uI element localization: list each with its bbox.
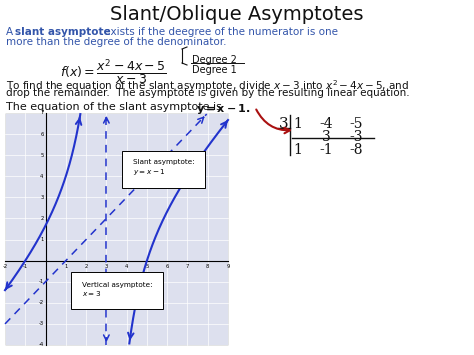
Text: 1: 1 bbox=[293, 143, 302, 157]
Text: Slant asymptote:
$y = x - 1$: Slant asymptote: $y = x - 1$ bbox=[133, 159, 194, 177]
Text: -4: -4 bbox=[38, 343, 44, 348]
Text: 6: 6 bbox=[40, 132, 44, 137]
Text: 3: 3 bbox=[40, 195, 44, 200]
Text: -1: -1 bbox=[38, 279, 44, 284]
Text: $\mathbf{y=x-1.}$: $\mathbf{y=x-1.}$ bbox=[196, 102, 251, 116]
Text: -1: -1 bbox=[23, 264, 28, 269]
Text: drop the remainder.  The asymptote is given by the resulting linear equation.: drop the remainder. The asymptote is giv… bbox=[6, 88, 410, 98]
Text: -3: -3 bbox=[38, 321, 44, 326]
Text: Degree 2: Degree 2 bbox=[192, 55, 237, 65]
Text: To find the equation of the slant asymptote, divide $x-3$ into $x^2-4x-5$, and: To find the equation of the slant asympt… bbox=[6, 78, 409, 94]
Text: 5: 5 bbox=[40, 153, 44, 158]
Text: more than the degree of the denominator.: more than the degree of the denominator. bbox=[6, 37, 227, 47]
Text: Vertical asymptote:
$x = 3$: Vertical asymptote: $x = 3$ bbox=[82, 282, 153, 298]
Text: -2: -2 bbox=[38, 300, 44, 305]
Text: Slant/Oblique Asymptotes: Slant/Oblique Asymptotes bbox=[110, 5, 364, 24]
Text: Degree 1: Degree 1 bbox=[192, 65, 237, 75]
Text: -4: -4 bbox=[319, 117, 333, 131]
Text: exists if the deegree of the numerator is one: exists if the deegree of the numerator i… bbox=[101, 27, 338, 37]
Text: 3: 3 bbox=[105, 264, 108, 269]
Text: 8: 8 bbox=[206, 264, 210, 269]
Text: 1: 1 bbox=[64, 264, 67, 269]
Text: 7: 7 bbox=[186, 264, 189, 269]
Text: -1: -1 bbox=[319, 143, 333, 157]
Text: 1: 1 bbox=[40, 237, 44, 242]
Text: 4: 4 bbox=[40, 174, 44, 179]
Text: 4: 4 bbox=[125, 264, 128, 269]
Text: 6: 6 bbox=[165, 264, 169, 269]
Text: 3: 3 bbox=[322, 130, 330, 144]
Text: A: A bbox=[6, 27, 17, 37]
Text: -3: -3 bbox=[349, 130, 363, 144]
Text: $f(x)=\dfrac{x^2-4x-5}{x-3}$: $f(x)=\dfrac{x^2-4x-5}{x-3}$ bbox=[60, 57, 167, 87]
FancyArrowPatch shape bbox=[256, 109, 290, 133]
Text: 3: 3 bbox=[279, 117, 289, 131]
Text: The equation of the slant asymptote is: The equation of the slant asymptote is bbox=[6, 102, 225, 112]
Text: 9: 9 bbox=[226, 264, 230, 269]
Text: 7: 7 bbox=[40, 110, 44, 115]
Text: 5: 5 bbox=[145, 264, 148, 269]
Text: -8: -8 bbox=[349, 143, 363, 157]
Text: 2: 2 bbox=[40, 216, 44, 221]
Text: 2: 2 bbox=[84, 264, 88, 269]
Text: -2: -2 bbox=[2, 264, 8, 269]
FancyBboxPatch shape bbox=[5, 113, 228, 345]
Text: 1: 1 bbox=[293, 117, 302, 131]
Text: -5: -5 bbox=[349, 117, 363, 131]
Text: slant asymptote: slant asymptote bbox=[15, 27, 110, 37]
